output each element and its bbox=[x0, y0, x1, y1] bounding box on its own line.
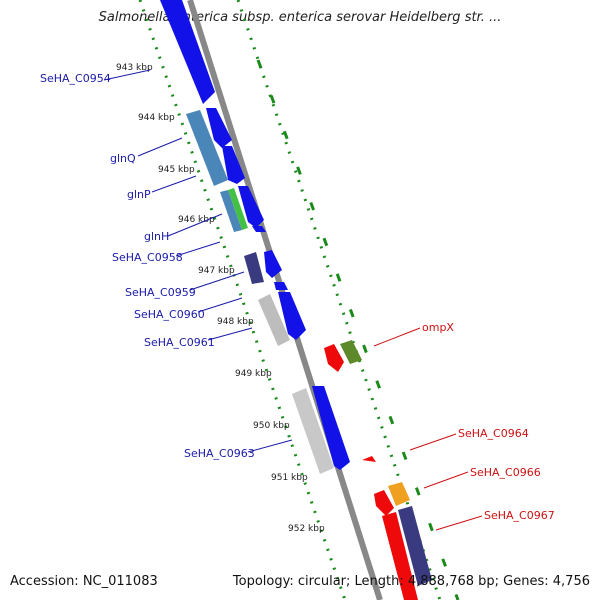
tick-label-952: 952 kbp bbox=[288, 524, 325, 534]
gene-label-SeHA_C0959: SeHA_C0959 bbox=[125, 286, 196, 299]
gene-cds-947b bbox=[274, 282, 288, 290]
gene-ompX-red bbox=[324, 344, 344, 372]
gene-label-SeHA_C0958: SeHA_C0958 bbox=[112, 251, 183, 264]
tick-label-947: 947 kbp bbox=[198, 266, 235, 276]
gene-SeHA_C0958-block[interactable] bbox=[244, 252, 264, 284]
gene-SeHA_C0954-cds bbox=[160, 0, 215, 104]
gene-cds-945 bbox=[222, 146, 245, 184]
gene-label-glnH: glnH bbox=[144, 230, 169, 243]
gene-label-SeHA_C0961: SeHA_C0961 bbox=[144, 336, 215, 349]
tick-label-944: 944 kbp bbox=[138, 113, 175, 123]
gene-SeHA_C0964-red bbox=[362, 456, 376, 462]
gene-label-SeHA_C0967: SeHA_C0967 bbox=[484, 509, 555, 522]
gene-label-SeHA_C0954: SeHA_C0954 bbox=[40, 72, 111, 85]
gene-label-SeHA_C0960: SeHA_C0960 bbox=[134, 308, 205, 321]
gene-label-glnP: glnP bbox=[127, 188, 151, 201]
tick-label-943: 943 kbp bbox=[116, 63, 153, 73]
gene-cds-950 bbox=[312, 386, 350, 470]
gene-label-glnQ: glnQ bbox=[110, 152, 136, 165]
gene-cds-944a bbox=[206, 108, 232, 148]
reverse-genes[interactable] bbox=[324, 340, 432, 600]
gene-glnP-block bbox=[220, 190, 242, 232]
forward-genes[interactable] bbox=[160, 0, 350, 470]
gene-SeHA_C0966-orange bbox=[388, 482, 410, 506]
tick-label-949: 949 kbp bbox=[235, 369, 272, 379]
gene-cds-948 bbox=[278, 292, 306, 340]
gene-cds-947 bbox=[264, 250, 282, 278]
accession-label: Accession: NC_011083 bbox=[10, 574, 158, 589]
tick-label-945: 945 kbp bbox=[158, 165, 195, 175]
tick-label-948: 948 kbp bbox=[217, 317, 254, 327]
gene-SeHA_C0966-red bbox=[374, 490, 394, 516]
tick-label-946: 946 kbp bbox=[178, 215, 215, 225]
grey-genes[interactable] bbox=[258, 294, 334, 474]
gene-ompX-olive bbox=[340, 340, 362, 364]
gene-SeHA_C0961-block bbox=[258, 294, 290, 346]
tick-label-951: 951 kbp bbox=[271, 473, 308, 483]
gene-label-ompX: ompX bbox=[422, 321, 454, 334]
tick-labels: 943 kbp 944 kbp 945 kbp 946 kbp 947 kbp … bbox=[116, 63, 325, 534]
tick-label-950: 950 kbp bbox=[253, 421, 290, 431]
gene-label-SeHA_C0964: SeHA_C0964 bbox=[458, 427, 529, 440]
gene-SeHA_C0967-red bbox=[382, 512, 418, 600]
genome-stats: Topology: circular; Length: 4,888,768 bp… bbox=[232, 574, 590, 589]
gene-cds-946 bbox=[238, 186, 264, 228]
gene-SeHA_C0963-block bbox=[292, 388, 334, 474]
gene-label-SeHA_C0966: SeHA_C0966 bbox=[470, 466, 541, 479]
right-gene-labels[interactable]: ompX SeHA_C0964 SeHA_C0966 SeHA_C0967 bbox=[373, 321, 555, 531]
gln-operon[interactable] bbox=[186, 110, 248, 232]
gene-glnH-block bbox=[228, 188, 248, 230]
gene-cds-946b bbox=[252, 226, 266, 232]
gene-label-SeHA_C0963: SeHA_C0963 bbox=[184, 447, 255, 460]
left-dotted-track bbox=[138, 0, 347, 600]
gene-glnQ-block bbox=[186, 110, 228, 186]
gene-SeHA_C0967-purple bbox=[398, 506, 432, 586]
left-gene-labels[interactable]: SeHA_C0954 glnQ glnP glnH SeHA_C0958 SeH… bbox=[40, 69, 293, 460]
